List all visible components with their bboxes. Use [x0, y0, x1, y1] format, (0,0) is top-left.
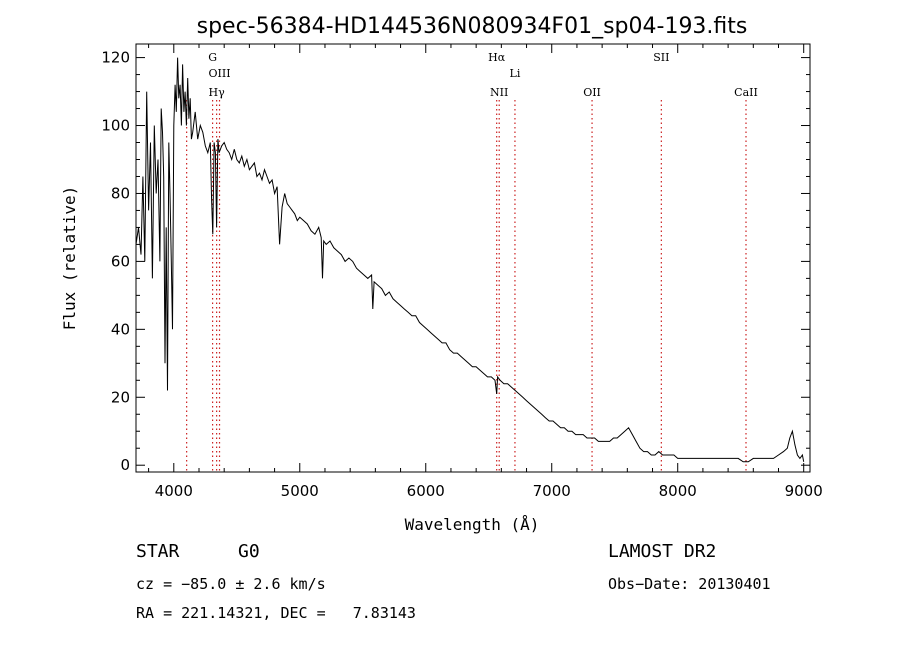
spectral-subclass: G0 [238, 541, 260, 562]
survey-name: LAMOST DR2 [608, 541, 717, 562]
spectrum-series-line [135, 57, 805, 463]
marker-label: Hγ [209, 86, 226, 99]
x-tick-label: 4000 [155, 482, 193, 500]
y-axis-label: Flux (relative) [60, 186, 79, 331]
x-tick-label: 9000 [785, 482, 823, 500]
redshift-cz: cz = −85.0 ± 2.6 km/s [136, 575, 326, 593]
x-tick-label: 6000 [407, 482, 445, 500]
marker-label: OII [583, 86, 601, 99]
observation-date: Obs−Date: 20130401 [608, 575, 771, 593]
x-tick-label: 7000 [533, 482, 571, 500]
x-tick-label: 5000 [281, 482, 319, 500]
object-type: STAR [136, 541, 180, 562]
y-tick-label: 60 [111, 252, 130, 270]
marker-label: G [208, 51, 217, 64]
chart-title: spec-56384-HD144536N080934F01_sp04-193.f… [197, 14, 748, 39]
y-axis: 0 20 40 60 80 100 120 [101, 49, 810, 474]
marker-label: CaII [734, 86, 758, 99]
x-axis-label: Wavelength (Å) [405, 515, 540, 534]
y-tick-label: 0 [120, 456, 130, 474]
y-tick-label: 100 [101, 117, 130, 135]
marker-label: SII [653, 51, 669, 64]
y-tick-label: 80 [111, 184, 130, 202]
x-tick-label: 8000 [659, 482, 697, 500]
marker-label: OIII [208, 67, 230, 80]
x-axis: 4000 5000 6000 7000 8000 9000 [148, 44, 823, 500]
plot-frame [135, 43, 811, 473]
y-tick-label: 40 [111, 320, 130, 338]
y-tick-label: 120 [101, 49, 130, 67]
marker-label: Hα [488, 51, 506, 64]
y-tick-label: 20 [111, 388, 130, 406]
coordinates: RA = 221.14321, DEC = 7.83143 [136, 604, 416, 622]
marker-label: Li [510, 67, 521, 80]
marker-label: NII [490, 86, 508, 99]
